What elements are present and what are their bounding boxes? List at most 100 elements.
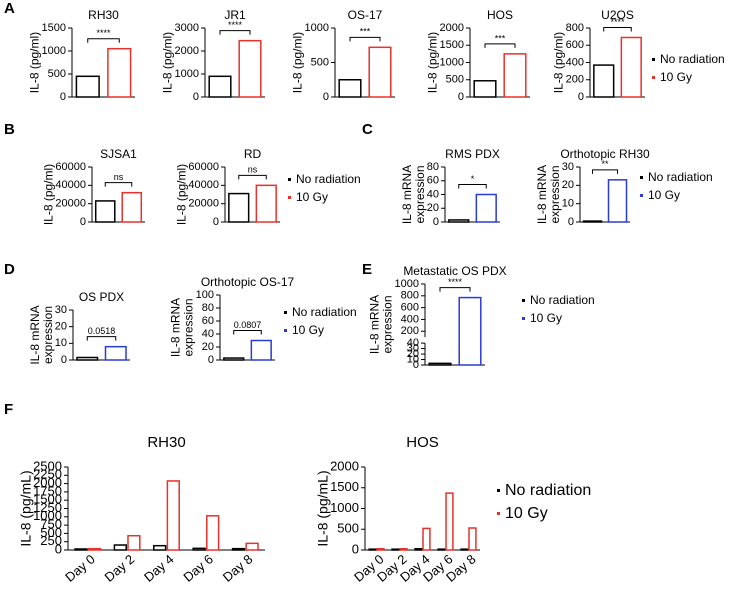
y-tick-label: 80 [427, 161, 439, 173]
bar [445, 492, 454, 551]
bar [153, 544, 167, 551]
panel-label: C [362, 121, 373, 138]
chart-title: Metastatic OS PDX [403, 264, 506, 278]
y-tick-label: 1000 [42, 45, 66, 57]
bar [121, 191, 143, 223]
bar [245, 542, 259, 551]
y-tick-label: 0 [55, 541, 62, 556]
bar [448, 219, 470, 223]
chart-title: RMS PDX [445, 147, 500, 161]
bar [620, 36, 642, 98]
y-axis-label: IL-8 mRNA [400, 165, 414, 224]
chart-title: RH30 [147, 434, 185, 451]
chart-title: HOS [487, 8, 513, 22]
bar [231, 547, 246, 551]
y-tick-label: 0 [458, 91, 464, 103]
legend-label: No radiation [296, 172, 361, 186]
legend-swatch [522, 299, 525, 302]
significance-label: **** [610, 17, 625, 27]
y-tick-label: 1750 [33, 483, 62, 498]
legend-swatch [288, 178, 291, 181]
significance-bracket [439, 287, 471, 292]
y-tick-label: 3000 [175, 22, 199, 34]
legend-swatch [522, 317, 525, 320]
y-tick-label: 1500 [330, 479, 359, 494]
y-tick-label: 0 [568, 216, 574, 228]
bar [223, 357, 245, 361]
y-tick-label: 10 [55, 337, 67, 349]
y-tick-label: 750 [40, 517, 62, 532]
y-axis-label: IL-8 (pg/ml) [426, 32, 440, 93]
legend-label: 10 Gy [530, 311, 562, 325]
significance-label: **** [228, 20, 243, 30]
y-tick-label: 30 [55, 304, 67, 316]
chart-title: RD [244, 147, 262, 161]
bar [87, 547, 102, 551]
y-tick-label: 250 [40, 533, 62, 548]
chart-title: Orthotopic RH30 [560, 147, 650, 161]
y-axis-label: IL-8 (pg/mL) [315, 470, 331, 546]
y-tick-label: 0 [208, 354, 214, 366]
x-tick-label: Day 2 [102, 551, 138, 584]
y-tick-label: 1000 [440, 56, 464, 68]
legend-swatch [640, 176, 643, 179]
bar [428, 362, 452, 366]
y-tick-label: 0 [352, 541, 359, 556]
significance-label: ** [601, 159, 609, 169]
y-tick-label: 40 [427, 188, 439, 200]
bar [473, 80, 497, 98]
bar [75, 75, 100, 98]
y-axis-label: expression [182, 298, 196, 356]
legend-swatch [652, 58, 655, 61]
y-tick-label: 20000 [55, 198, 86, 210]
y-tick-label: 1000 [305, 22, 329, 34]
y-tick-label: 30 [407, 343, 419, 355]
y-tick-label: 20 [407, 348, 419, 360]
y-tick-label: 80 [202, 302, 214, 314]
y-tick-label: 60000 [188, 161, 219, 173]
y-tick-label: 0 [413, 359, 419, 371]
bar [127, 534, 141, 551]
bar [250, 339, 272, 361]
significance-bracket [233, 330, 262, 335]
bar [376, 548, 385, 551]
significance-bracket [104, 182, 133, 187]
bar [368, 548, 377, 551]
bar [460, 548, 469, 551]
legend-label: No radiation [292, 305, 357, 319]
significance-bracket [349, 36, 381, 42]
y-axis-label: IL-8 mRNA [28, 305, 42, 364]
y-tick-label: 1500 [440, 39, 464, 51]
bar [399, 548, 408, 551]
bar [238, 39, 262, 98]
y-axis-label: IL-8 (pg/ml) [28, 32, 42, 93]
panel-label: A [4, 0, 15, 17]
y-tick-label: 1500 [33, 492, 62, 507]
significance-label: *** [495, 33, 506, 43]
y-tick-label: 0 [213, 216, 219, 228]
y-tick-label: 1000 [330, 500, 359, 515]
y-tick-label: 100 [196, 289, 214, 301]
y-axis-label: IL-8 (pg/ml) [174, 164, 188, 225]
bar [94, 200, 116, 223]
bar [107, 47, 132, 98]
legend-label: 10 Gy [292, 323, 324, 337]
y-tick-label: 20 [202, 341, 214, 353]
legend-label: No radiation [660, 52, 725, 66]
y-tick-label: 500 [40, 525, 62, 540]
y-tick-label: 0 [578, 91, 584, 103]
chart-title: OS-17 [348, 8, 383, 22]
y-tick-label: 500 [337, 521, 359, 536]
y-tick-label: 60 [202, 315, 214, 327]
y-tick-label: 2000 [330, 458, 359, 473]
y-tick-label: 20 [427, 202, 439, 214]
significance-label: 0.0807 [234, 320, 262, 330]
y-tick-label: 40 [202, 328, 214, 340]
x-tick-label: Day 6 [180, 551, 216, 584]
y-tick-label: 30 [562, 161, 574, 173]
y-tick-label: 600 [401, 302, 419, 314]
y-axis-label: expression [548, 165, 562, 223]
y-tick-label: 0 [80, 216, 86, 228]
legend-label: 10 Gy [505, 505, 548, 522]
